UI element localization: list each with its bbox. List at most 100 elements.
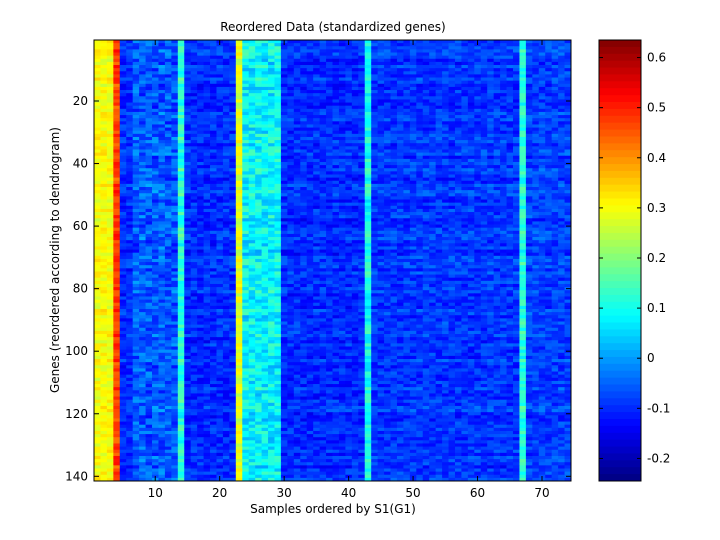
- heatmap-cell: [435, 58, 443, 63]
- heatmap-cell: [512, 108, 520, 113]
- heatmap-cell: [145, 96, 153, 100]
- heatmap-cell: [371, 187, 379, 191]
- heatmap-cell: [422, 168, 430, 172]
- heatmap-cell: [184, 111, 192, 116]
- heatmap-cell: [480, 180, 488, 185]
- heatmap-cell: [371, 68, 379, 72]
- heatmap-cell: [384, 118, 391, 122]
- heatmap-cell: [493, 230, 501, 235]
- heatmap-cell: [338, 124, 346, 128]
- heatmap-cell: [94, 65, 101, 69]
- heatmap-cell: [551, 83, 559, 88]
- heatmap-cell: [261, 149, 269, 153]
- heatmap-cell: [229, 193, 237, 197]
- heatmap-cell: [184, 83, 192, 88]
- heatmap-cell: [429, 205, 437, 210]
- heatmap-cell: [313, 108, 321, 113]
- heatmap-cell: [422, 205, 430, 210]
- heatmap-cell: [132, 65, 140, 69]
- heatmap-cell: [293, 199, 301, 204]
- heatmap-cell: [126, 68, 134, 72]
- heatmap-cell: [538, 68, 546, 72]
- heatmap-cell: [106, 208, 114, 213]
- heatmap-cell: [422, 146, 430, 150]
- heatmap-cell: [538, 149, 546, 153]
- heatmap-cell: [512, 233, 520, 238]
- heatmap-cell: [261, 105, 269, 110]
- heatmap-cell: [532, 118, 540, 122]
- heatmap-cell: [474, 205, 482, 210]
- heatmap-cell: [429, 158, 437, 163]
- heatmap-cell: [177, 208, 185, 213]
- heatmap-cell: [287, 52, 295, 57]
- heatmap-cell: [326, 65, 333, 69]
- heatmap-cell: [203, 58, 211, 63]
- heatmap-cell: [351, 99, 359, 103]
- heatmap-cell: [132, 215, 140, 219]
- heatmap-cell: [396, 105, 404, 110]
- heatmap-cell: [519, 74, 527, 78]
- heatmap-cell: [184, 68, 192, 72]
- heatmap-cell: [255, 121, 262, 125]
- heatmap-cell: [190, 196, 198, 200]
- heatmap-cell: [300, 165, 308, 169]
- heatmap-cell: [377, 40, 385, 44]
- heatmap-cell: [422, 240, 430, 244]
- heatmap-cell: [132, 40, 140, 44]
- heatmap-cell: [222, 108, 230, 113]
- heatmap-cell: [113, 180, 121, 185]
- heatmap-cell: [197, 196, 204, 200]
- heatmap-cell: [429, 105, 437, 110]
- heatmap-cell: [158, 52, 166, 57]
- heatmap-cell: [268, 43, 275, 47]
- heatmap-cell: [106, 102, 114, 107]
- heatmap-cell: [306, 130, 314, 135]
- heatmap-cell: [442, 233, 449, 238]
- heatmap-cell: [242, 140, 250, 144]
- heatmap-cell: [506, 208, 514, 213]
- heatmap-cell: [364, 71, 372, 75]
- heatmap-cell: [164, 130, 172, 135]
- heatmap-cell: [358, 77, 366, 82]
- heatmap-cell: [403, 146, 411, 150]
- heatmap-cell: [532, 58, 540, 63]
- heatmap-cell: [145, 102, 153, 107]
- heatmap-cell: [306, 152, 314, 157]
- heatmap-cell: [229, 55, 237, 60]
- heatmap-cell: [358, 212, 366, 216]
- heatmap-cell: [242, 99, 250, 103]
- heatmap-cell: [500, 202, 507, 207]
- heatmap-cell: [364, 65, 372, 69]
- heatmap-cell: [171, 115, 179, 119]
- heatmap-cell: [545, 77, 553, 82]
- heatmap-cell: [345, 190, 353, 194]
- heatmap-cell: [293, 102, 301, 107]
- heatmap-cell: [100, 49, 108, 53]
- heatmap-cell: [467, 227, 475, 232]
- heatmap-cell: [293, 71, 301, 75]
- heatmap-cell: [416, 121, 424, 125]
- heatmap-cell: [332, 83, 340, 88]
- heatmap-cell: [454, 202, 462, 207]
- heatmap-cell: [268, 77, 275, 82]
- heatmap-cell: [313, 161, 321, 166]
- heatmap-cell: [158, 155, 166, 160]
- heatmap-cell: [525, 224, 533, 229]
- heatmap-cell: [480, 227, 488, 232]
- heatmap-cell: [338, 246, 346, 250]
- heatmap-cell: [216, 205, 224, 210]
- heatmap-cell: [171, 193, 179, 197]
- heatmap-cell: [538, 77, 546, 82]
- heatmap-cell: [126, 121, 134, 125]
- heatmap-cell: [268, 149, 275, 153]
- heatmap-cell: [474, 143, 482, 147]
- heatmap-cell: [442, 46, 449, 50]
- heatmap-cell: [261, 202, 269, 207]
- heatmap-cell: [113, 215, 121, 219]
- heatmap-cell: [177, 77, 185, 82]
- heatmap-cell: [377, 174, 385, 179]
- heatmap-cell: [158, 237, 166, 241]
- heatmap-cell: [506, 243, 514, 247]
- heatmap-cell: [255, 171, 262, 175]
- heatmap-cell: [287, 108, 295, 113]
